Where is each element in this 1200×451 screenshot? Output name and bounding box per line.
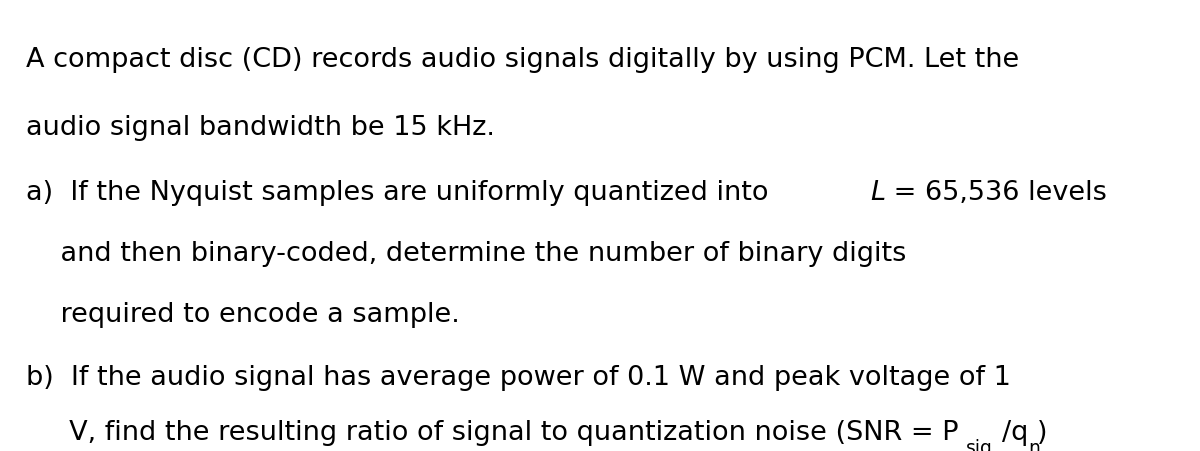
- Text: and then binary-coded, determine the number of binary digits: and then binary-coded, determine the num…: [26, 241, 907, 267]
- Text: = 65,536 levels: = 65,536 levels: [886, 180, 1106, 207]
- Text: A compact disc (CD) records audio signals digitally by using PCM. Let the: A compact disc (CD) records audio signal…: [26, 47, 1020, 74]
- Text: L: L: [871, 180, 886, 207]
- Text: n: n: [1028, 439, 1040, 451]
- Text: a)  If the Nyquist samples are uniformly quantized into: a) If the Nyquist samples are uniformly …: [26, 180, 778, 207]
- Text: audio signal bandwidth be 15 kHz.: audio signal bandwidth be 15 kHz.: [26, 115, 496, 141]
- Text: ): ): [1037, 420, 1048, 446]
- Text: /q: /q: [1002, 420, 1028, 446]
- Text: b)  If the audio signal has average power of 0.1 W and peak voltage of 1: b) If the audio signal has average power…: [26, 365, 1012, 391]
- Text: required to encode a sample.: required to encode a sample.: [26, 302, 460, 328]
- Text: V, find the resulting ratio of signal to quantization noise (SNR = P: V, find the resulting ratio of signal to…: [26, 420, 959, 446]
- Text: sig: sig: [966, 439, 992, 451]
